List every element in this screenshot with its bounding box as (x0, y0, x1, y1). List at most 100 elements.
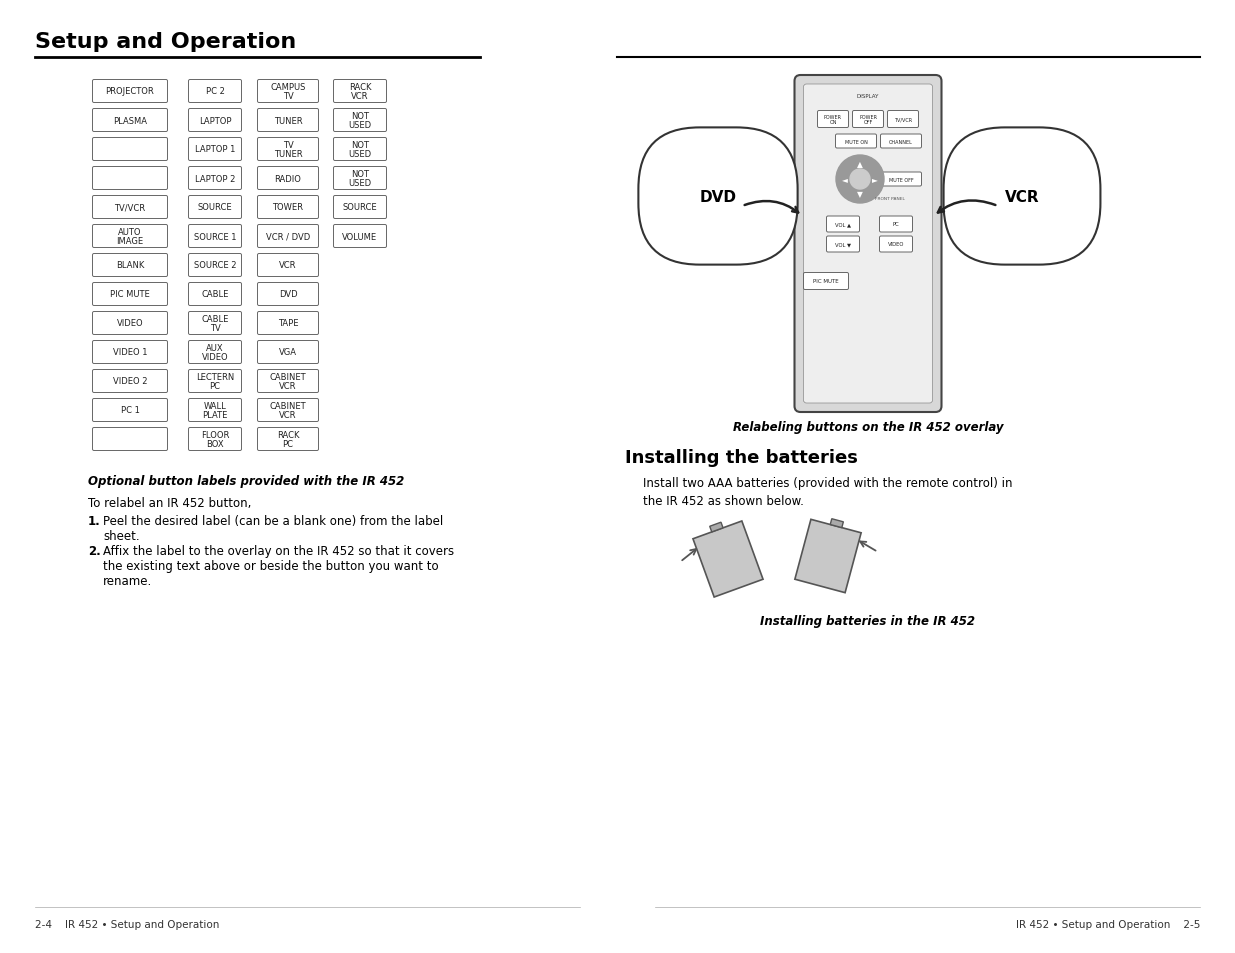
FancyBboxPatch shape (258, 399, 319, 422)
Text: PIC MUTE: PIC MUTE (110, 291, 149, 299)
Text: CAMPUS
TV: CAMPUS TV (270, 83, 306, 101)
Text: MUTE ON: MUTE ON (845, 139, 867, 144)
Text: Installing the batteries: Installing the batteries (625, 449, 858, 467)
Text: To relabel an IR 452 button,: To relabel an IR 452 button, (88, 497, 252, 510)
FancyBboxPatch shape (93, 225, 168, 248)
Text: AUX
VIDEO: AUX VIDEO (201, 343, 228, 362)
Text: VCR / DVD: VCR / DVD (266, 233, 310, 241)
FancyBboxPatch shape (93, 341, 168, 364)
Text: POWER
ON: POWER ON (824, 114, 842, 125)
FancyBboxPatch shape (804, 85, 932, 403)
Polygon shape (693, 521, 763, 598)
Text: TAPE: TAPE (278, 319, 298, 328)
Text: PROJECTOR: PROJECTOR (106, 88, 154, 96)
Text: VOLUME: VOLUME (342, 233, 378, 241)
Text: AUTO
IMAGE: AUTO IMAGE (116, 228, 143, 246)
FancyBboxPatch shape (189, 80, 242, 103)
FancyBboxPatch shape (189, 225, 242, 248)
Text: PIC MUTE: PIC MUTE (813, 279, 839, 284)
FancyBboxPatch shape (189, 168, 242, 191)
FancyBboxPatch shape (93, 428, 168, 451)
FancyBboxPatch shape (258, 168, 319, 191)
Text: RADIO: RADIO (274, 174, 301, 183)
Text: BLANK: BLANK (116, 261, 144, 271)
Text: VIDEO 2: VIDEO 2 (112, 377, 147, 386)
Text: DVD: DVD (279, 291, 298, 299)
FancyBboxPatch shape (189, 254, 242, 277)
FancyBboxPatch shape (189, 428, 242, 451)
FancyBboxPatch shape (888, 112, 919, 129)
FancyBboxPatch shape (189, 313, 242, 335)
Text: CABINET
VCR: CABINET VCR (269, 373, 306, 391)
Text: POWER
OFF: POWER OFF (860, 114, 877, 125)
FancyBboxPatch shape (881, 135, 921, 149)
Text: SOURCE 2: SOURCE 2 (194, 261, 236, 271)
Text: MUTE OFF: MUTE OFF (889, 177, 914, 182)
Text: Relabeling buttons on the IR 452 overlay: Relabeling buttons on the IR 452 overlay (732, 420, 1003, 434)
Text: ►: ► (872, 175, 878, 184)
Text: ▼: ▼ (857, 191, 863, 199)
Text: SOURCE: SOURCE (342, 203, 378, 213)
FancyBboxPatch shape (258, 254, 319, 277)
Text: Installing batteries in the IR 452: Installing batteries in the IR 452 (761, 615, 976, 627)
FancyBboxPatch shape (93, 138, 168, 161)
FancyBboxPatch shape (93, 313, 168, 335)
Text: Setup and Operation: Setup and Operation (35, 32, 296, 52)
Text: Install two AAA batteries (provided with the remote control) in
the IR 452 as sh: Install two AAA batteries (provided with… (643, 476, 1013, 507)
FancyBboxPatch shape (93, 110, 168, 132)
FancyBboxPatch shape (333, 168, 387, 191)
FancyBboxPatch shape (189, 196, 242, 219)
Text: DVD: DVD (699, 190, 736, 204)
FancyBboxPatch shape (333, 110, 387, 132)
FancyBboxPatch shape (93, 399, 168, 422)
Text: TV/VCR: TV/VCR (115, 203, 146, 213)
Text: TV/VCR: TV/VCR (894, 117, 913, 122)
FancyBboxPatch shape (333, 196, 387, 219)
FancyBboxPatch shape (258, 225, 319, 248)
FancyBboxPatch shape (258, 283, 319, 306)
Text: CHANNEL: CHANNEL (889, 139, 913, 144)
Text: Peel the desired label (can be a blank one) from the label
sheet.: Peel the desired label (can be a blank o… (103, 515, 443, 542)
Text: RACK
VCR: RACK VCR (348, 83, 372, 101)
FancyBboxPatch shape (189, 110, 242, 132)
Text: 2.: 2. (88, 544, 101, 558)
FancyBboxPatch shape (794, 76, 941, 413)
Text: SOURCE 1: SOURCE 1 (194, 233, 236, 241)
Text: LAPTOP 2: LAPTOP 2 (195, 174, 235, 183)
Text: 1.: 1. (88, 515, 101, 527)
FancyBboxPatch shape (826, 216, 860, 233)
FancyBboxPatch shape (333, 80, 387, 103)
FancyBboxPatch shape (258, 428, 319, 451)
Text: ▲: ▲ (857, 160, 863, 170)
FancyBboxPatch shape (189, 138, 242, 161)
Text: ◄: ◄ (842, 175, 848, 184)
Text: LECTERN
PC: LECTERN PC (196, 373, 235, 391)
Circle shape (836, 156, 884, 204)
Text: LAPTOP: LAPTOP (199, 116, 231, 126)
FancyBboxPatch shape (333, 225, 387, 248)
Text: VCR: VCR (279, 261, 296, 271)
Text: PC: PC (893, 222, 899, 227)
Polygon shape (830, 519, 844, 528)
Text: NOT
USED: NOT USED (348, 112, 372, 131)
Text: VOL ▼: VOL ▼ (835, 242, 851, 247)
FancyBboxPatch shape (93, 283, 168, 306)
Text: DISPLAY: DISPLAY (857, 93, 879, 98)
Text: VGA: VGA (279, 348, 296, 357)
FancyBboxPatch shape (93, 254, 168, 277)
Text: CABINET
VCR: CABINET VCR (269, 401, 306, 420)
FancyBboxPatch shape (852, 112, 883, 129)
FancyBboxPatch shape (258, 138, 319, 161)
FancyBboxPatch shape (881, 172, 921, 187)
Text: CABLE
TV: CABLE TV (201, 314, 228, 333)
FancyBboxPatch shape (189, 399, 242, 422)
FancyBboxPatch shape (879, 216, 913, 233)
Text: VIDEO 1: VIDEO 1 (112, 348, 147, 357)
Text: NOT
USED: NOT USED (348, 170, 372, 188)
FancyBboxPatch shape (333, 138, 387, 161)
Text: PC 2: PC 2 (205, 88, 225, 96)
FancyBboxPatch shape (826, 236, 860, 253)
Text: VIDEO: VIDEO (116, 319, 143, 328)
FancyBboxPatch shape (258, 196, 319, 219)
FancyBboxPatch shape (189, 370, 242, 393)
